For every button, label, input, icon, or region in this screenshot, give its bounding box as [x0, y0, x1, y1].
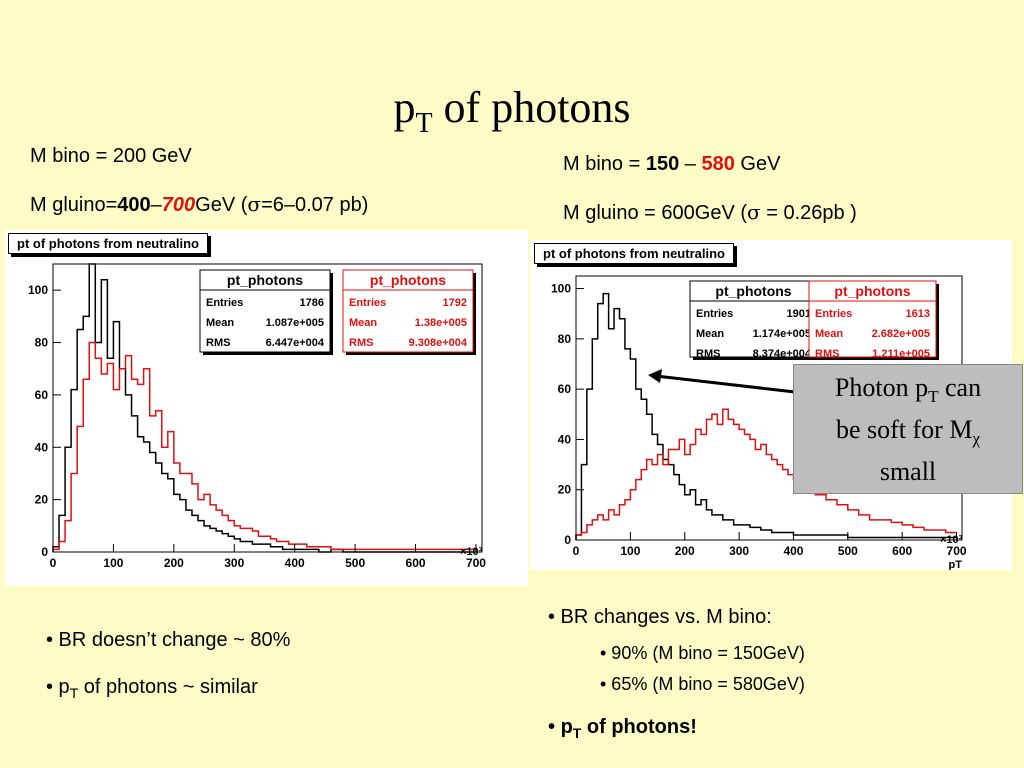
stats-value: 9.308e+004 [409, 337, 468, 349]
stats-box [199, 269, 331, 353]
stats-value: 1901 [787, 308, 811, 320]
stats-box [689, 280, 818, 358]
stats-value: 1792 [443, 297, 467, 309]
left-mbino-label: M bino = 200 GeV [30, 145, 192, 167]
right-subbullet-580: • 65% (M bino = 580GeV) [600, 674, 805, 694]
plot-frame [52, 263, 483, 553]
y-tick-label: 0 [564, 533, 571, 547]
y-tick-label: 40 [35, 440, 49, 454]
x-tick-label: 300 [729, 544, 749, 558]
left-histogram-title: pt of photons from neutralino [8, 233, 208, 254]
x-tick-label: 700 [466, 556, 486, 570]
callout-box: Photon pT can be soft for Mχ small [793, 364, 1023, 494]
y-tick-label: 0 [41, 545, 48, 559]
x-tick-label: 400 [285, 556, 305, 570]
stats-value: 1613 [906, 308, 930, 320]
histogram-series-red [52, 341, 476, 552]
stats-box-title: pt_photons [227, 272, 303, 288]
stats-box [808, 280, 937, 358]
stats-value: 1.087e+005 [266, 317, 324, 329]
y-tick-label: 60 [558, 382, 572, 396]
stats-value: 1.174e+005 [753, 328, 811, 340]
right-mbino-label: M bino = 150 – 580 GeV [563, 153, 781, 175]
x-tick-label: 500 [838, 544, 858, 558]
stats-value: 1.211e+005 [872, 348, 930, 360]
y-tick-label: 80 [35, 336, 49, 350]
y-tick-label: 60 [35, 388, 49, 402]
stats-label: Entries [696, 308, 733, 320]
x-multiplier-label: ×10³ [460, 546, 483, 558]
histogram-series-black [575, 292, 957, 540]
x-axis-label: pT [949, 559, 963, 570]
page-title: pT of photons [393, 83, 631, 139]
left-histogram: 0 100 200 300 400 500 600 700 0 20 40 60 80 100 ×10³ pt… [28, 263, 486, 570]
y-tick-label: 20 [35, 493, 49, 507]
stats-label: Mean [696, 328, 724, 340]
stats-label: Mean [206, 317, 234, 329]
x-tick-label: 0 [50, 556, 57, 570]
stats-label: RMS [815, 348, 839, 360]
x-tick-label: 700 [947, 544, 967, 558]
stats-value: 2.682e+005 [872, 328, 930, 340]
stats-value: 1786 [300, 297, 324, 309]
left-histogram-panel: 0 100 200 300 400 500 600 700 0 20 40 60 80 100 ×10³ pt… [5, 230, 528, 586]
x-tick-label: 600 [892, 544, 912, 558]
stats-box [342, 269, 474, 353]
right-subbullet-150: • 90% (M bino = 150GeV) [600, 643, 805, 663]
histogram-series-red [575, 408, 957, 540]
stats-box-title: pt_photons [715, 283, 791, 299]
y-tick-label: 80 [558, 332, 572, 346]
left-bullet-pt: • pT of photons ~ similar [46, 676, 258, 701]
y-tick-label: 100 [28, 283, 48, 297]
stats-box-title: pt_photons [370, 272, 446, 288]
x-tick-label: 100 [620, 544, 640, 558]
right-bullet-br: • BR changes vs. M bino: [548, 606, 772, 628]
stats-label: Entries [206, 297, 243, 309]
y-tick-label: 40 [558, 432, 572, 446]
stats-label: Mean [349, 317, 377, 329]
callout-arrow [648, 369, 796, 394]
stats-value: 8.374e+004 [753, 348, 812, 360]
stats-label: RMS [206, 337, 230, 349]
x-tick-label: 400 [783, 544, 803, 558]
x-tick-label: 100 [103, 556, 123, 570]
stats-label: RMS [349, 337, 373, 349]
histogram-series-black [52, 263, 476, 553]
x-multiplier-label: ×10³ [940, 534, 963, 546]
stats-label: Mean [815, 328, 843, 340]
stats-label: Entries [815, 308, 852, 320]
x-tick-label: 600 [406, 556, 426, 570]
stats-value: 6.447e+004 [266, 337, 325, 349]
left-bullet-br: • BR doesn’t change ~ 80% [46, 629, 291, 651]
y-tick-label: 20 [558, 483, 572, 497]
y-tick-label: 100 [551, 282, 571, 296]
stats-label: Entries [349, 297, 386, 309]
x-tick-label: 200 [675, 544, 695, 558]
right-histogram-title: pt of photons from neutralino [534, 243, 734, 264]
x-tick-label: 500 [345, 556, 365, 570]
x-tick-label: 0 [573, 544, 580, 558]
left-mgluino-label: M gluino=400–700GeV (σ=6–0.07 pb) [30, 192, 369, 216]
x-tick-label: 200 [164, 556, 184, 570]
stats-label: RMS [696, 348, 720, 360]
stats-box-title: pt_photons [834, 283, 910, 299]
right-bullet-pt: • pT of photons! [548, 716, 697, 741]
stats-value: 1.38e+005 [415, 317, 467, 329]
right-mgluino-label: M gluino = 600GeV (σ = 0.26pb ) [563, 200, 857, 224]
right-histogram: 0 100 200 300 400 500 600 700 0 20 40 60 80 100 ×10³ pT… [551, 275, 967, 571]
x-tick-label: 300 [224, 556, 244, 570]
